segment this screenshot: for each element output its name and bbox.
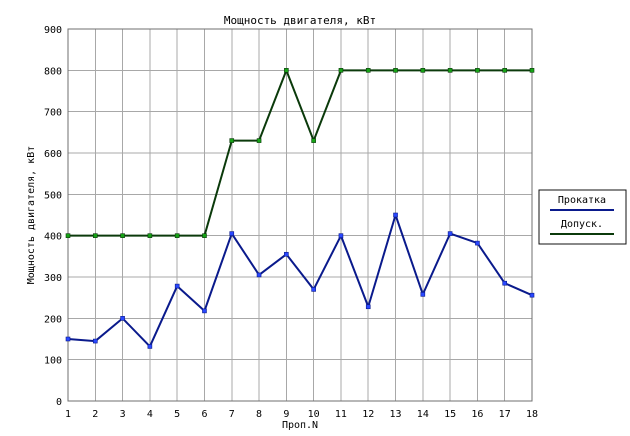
data-point bbox=[529, 68, 535, 73]
x-tick-label: 14 bbox=[417, 409, 429, 420]
series-line-0 bbox=[67, 214, 533, 348]
legend-label-dopusk: Допуск. bbox=[561, 219, 603, 230]
data-point bbox=[202, 308, 207, 314]
plot-frame bbox=[67, 28, 533, 402]
data-point bbox=[284, 68, 289, 73]
x-tick-labels: 1 2 3 4 5 6 7 8 9 10 11 12 13 14 15 16 17 18 bbox=[65, 409, 538, 420]
y-tick-label: 300 bbox=[44, 273, 62, 284]
data-point bbox=[229, 231, 235, 236]
x-tick-label: 1 bbox=[65, 409, 71, 420]
data-point bbox=[393, 68, 398, 73]
data-point bbox=[202, 233, 207, 238]
y-tick-label: 100 bbox=[44, 356, 62, 367]
data-point bbox=[447, 68, 453, 73]
legend-label-prokatka: Прокатка bbox=[558, 195, 606, 206]
data-point bbox=[229, 138, 235, 143]
x-tick-label: 16 bbox=[471, 409, 483, 420]
chart-title: Мощность двигателя, кВт bbox=[224, 14, 376, 27]
data-point bbox=[65, 233, 71, 238]
y-axis-title: Мощность двигателя, кВт bbox=[26, 146, 37, 284]
data-point bbox=[120, 316, 125, 321]
x-tick-label: 10 bbox=[308, 409, 320, 420]
x-axis-title: Проп.N bbox=[282, 420, 318, 431]
y-tick-label: 600 bbox=[44, 149, 62, 160]
x-tick-label: 5 bbox=[174, 409, 180, 420]
series-line-1 bbox=[68, 69, 532, 237]
y-tick-label: 500 bbox=[44, 190, 62, 201]
data-point bbox=[338, 233, 344, 238]
data-point bbox=[92, 233, 98, 238]
data-point bbox=[92, 338, 98, 344]
x-tick-label: 11 bbox=[335, 409, 347, 420]
x-tick-label: 15 bbox=[444, 409, 456, 420]
x-tick-label: 12 bbox=[362, 409, 374, 420]
x-tick-label: 3 bbox=[120, 409, 126, 420]
data-point bbox=[420, 68, 426, 73]
data-point bbox=[174, 233, 180, 238]
data-point bbox=[147, 344, 153, 349]
data-point bbox=[502, 68, 508, 73]
x-tick-label: 13 bbox=[390, 409, 402, 420]
series-layer bbox=[65, 68, 535, 349]
data-point bbox=[529, 292, 535, 298]
data-point bbox=[65, 336, 71, 342]
data-point bbox=[147, 233, 153, 238]
y-tick-label: 700 bbox=[44, 108, 62, 119]
y-tick-label: 800 bbox=[44, 66, 62, 77]
data-point bbox=[120, 233, 125, 238]
y-tick-label: 200 bbox=[44, 314, 62, 325]
x-tick-label: 6 bbox=[201, 409, 207, 420]
data-point bbox=[502, 280, 508, 286]
x-tick-label: 4 bbox=[147, 409, 153, 420]
data-point bbox=[365, 68, 371, 73]
data-point bbox=[393, 212, 398, 218]
y-tick-label: 900 bbox=[44, 25, 62, 36]
x-tick-label: 17 bbox=[499, 409, 511, 420]
x-tick-label: 8 bbox=[256, 409, 262, 420]
data-point bbox=[174, 283, 180, 289]
data-point bbox=[420, 292, 426, 297]
x-tick-label: 18 bbox=[526, 409, 538, 420]
data-point bbox=[256, 272, 262, 278]
data-point bbox=[311, 138, 316, 143]
data-point bbox=[256, 138, 262, 143]
grid-lines bbox=[67, 28, 533, 402]
data-point bbox=[338, 68, 344, 73]
y-tick-label: 400 bbox=[44, 232, 62, 243]
x-tick-label: 2 bbox=[92, 409, 98, 420]
data-point bbox=[475, 240, 480, 246]
x-tick-label: 9 bbox=[283, 409, 289, 420]
data-point bbox=[475, 68, 480, 73]
data-point bbox=[311, 287, 316, 292]
data-point bbox=[447, 231, 453, 236]
y-tick-label: 0 bbox=[56, 397, 62, 408]
x-tick-label: 7 bbox=[229, 409, 235, 420]
y-tick-labels: 0 100 200 300 400 500 600 700 800 900 bbox=[44, 25, 62, 408]
data-point bbox=[284, 251, 289, 257]
data-point bbox=[365, 304, 371, 310]
legend: Прокатка Допуск. bbox=[538, 189, 627, 245]
